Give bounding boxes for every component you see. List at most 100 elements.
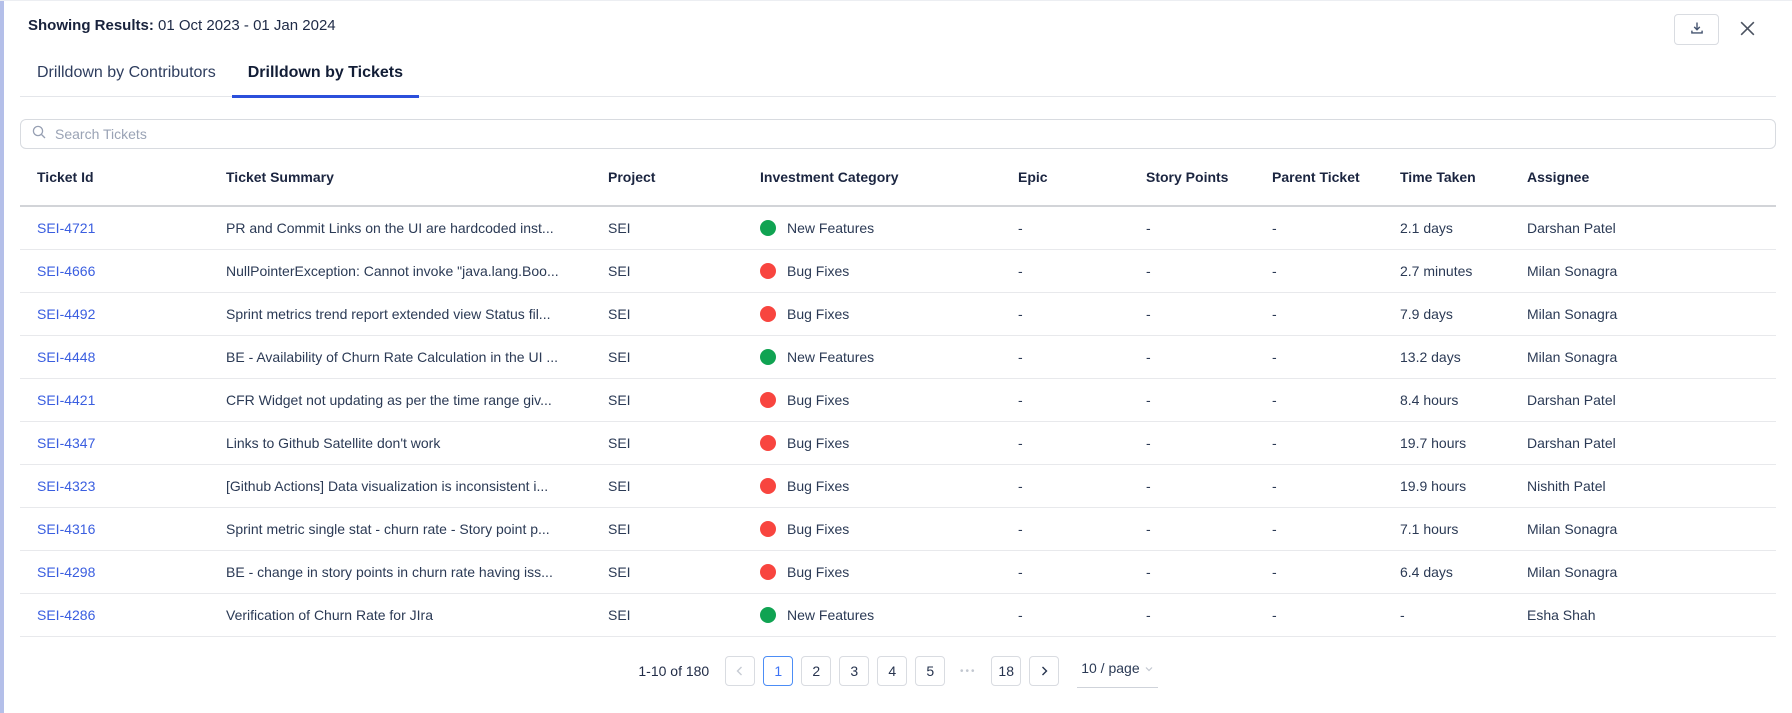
investment-category-cell: New Features — [760, 349, 1018, 365]
page-size-select[interactable]: 10 / page — [1077, 654, 1158, 688]
ticket-id-link[interactable]: SEI-4721 — [37, 220, 96, 236]
time-taken-cell: 2.7 minutes — [1400, 263, 1473, 279]
ticket-summary-cell: CFR Widget not updating as per the time … — [226, 392, 552, 408]
epic-cell: - — [1018, 435, 1023, 451]
assignee-cell: Darshan Patel — [1527, 220, 1616, 236]
header-actions — [1674, 14, 1760, 45]
project-cell: SEI — [608, 521, 631, 537]
category-dot-icon — [760, 349, 776, 365]
project-cell: SEI — [608, 478, 631, 494]
tab-drilldown-by-contributors[interactable]: Drilldown by Contributors — [37, 64, 216, 81]
next-page-button[interactable] — [1029, 656, 1060, 686]
tab-drilldown-by-tickets[interactable]: Drilldown by Tickets — [231, 64, 420, 98]
project-cell: SEI — [608, 607, 631, 623]
drawer-edge-strip — [0, 1, 4, 713]
category-label: Bug Fixes — [787, 521, 850, 537]
ticket-id-link[interactable]: SEI-4298 — [37, 564, 96, 580]
story-points-cell: - — [1146, 220, 1151, 236]
parent-ticket-cell: - — [1272, 220, 1277, 236]
column-header-story-points: Story Points — [1146, 169, 1229, 185]
category-label: Bug Fixes — [787, 263, 850, 279]
chevron-left-icon — [734, 665, 746, 677]
investment-category-cell: New Features — [760, 607, 1018, 623]
time-taken-cell: - — [1400, 607, 1405, 623]
ticket-id-link[interactable]: SEI-4666 — [37, 263, 96, 279]
story-points-cell: - — [1146, 306, 1151, 322]
time-taken-cell: 7.1 hours — [1400, 521, 1459, 537]
ticket-summary-cell: BE - change in story points in churn rat… — [226, 564, 553, 580]
category-dot-icon — [760, 521, 776, 537]
time-taken-cell: 8.4 hours — [1400, 392, 1459, 408]
project-cell: SEI — [608, 349, 631, 365]
epic-cell: - — [1018, 392, 1023, 408]
previous-page-button[interactable] — [725, 656, 756, 686]
ticket-summary-cell: Sprint metrics trend report extended vie… — [226, 306, 551, 322]
table-row: SEI-4347 Links to Github Satellite don't… — [20, 422, 1776, 465]
search-bar — [20, 119, 1776, 149]
time-taken-cell: 6.4 days — [1400, 564, 1453, 580]
download-icon — [1689, 20, 1705, 39]
page-button-1[interactable]: 1 — [763, 656, 794, 686]
parent-ticket-cell: - — [1272, 478, 1277, 494]
page-button-4[interactable]: 4 — [877, 656, 908, 686]
category-dot-icon — [760, 607, 776, 623]
ticket-summary-cell: PR and Commit Links on the UI are hardco… — [226, 220, 554, 236]
story-points-cell: - — [1146, 564, 1151, 580]
parent-ticket-cell: - — [1272, 435, 1277, 451]
ticket-summary-cell: NullPointerException: Cannot invoke "jav… — [226, 263, 559, 279]
column-header-parent-ticket: Parent Ticket — [1272, 169, 1360, 185]
ticket-id-link[interactable]: SEI-4316 — [37, 521, 96, 537]
assignee-cell: Esha Shah — [1527, 607, 1596, 623]
ticket-summary-cell: Verification of Churn Rate for JIra — [226, 607, 433, 623]
epic-cell: - — [1018, 521, 1023, 537]
parent-ticket-cell: - — [1272, 521, 1277, 537]
category-dot-icon — [760, 306, 776, 322]
chevron-down-icon — [1144, 661, 1154, 677]
close-button[interactable] — [1734, 17, 1760, 43]
epic-cell: - — [1018, 220, 1023, 236]
page-button-2[interactable]: 2 — [801, 656, 832, 686]
assignee-cell: Milan Sonagra — [1527, 306, 1618, 322]
assignee-cell: Milan Sonagra — [1527, 349, 1618, 365]
project-cell: SEI — [608, 220, 631, 236]
ticket-id-link[interactable]: SEI-4421 — [37, 392, 96, 408]
assignee-cell: Darshan Patel — [1527, 435, 1616, 451]
ticket-id-link[interactable]: SEI-4448 — [37, 349, 96, 365]
column-header-ticket-id: Ticket Id — [37, 169, 94, 185]
page-buttons: 1 2 3 4 5 ••• 18 — [763, 656, 1022, 686]
category-label: Bug Fixes — [787, 435, 850, 451]
table-row: SEI-4666 NullPointerException: Cannot in… — [20, 250, 1776, 293]
page-button-5[interactable]: 5 — [915, 656, 946, 686]
assignee-cell: Milan Sonagra — [1527, 564, 1618, 580]
page-button-3[interactable]: 3 — [839, 656, 870, 686]
page-size-value: 10 / page — [1081, 659, 1140, 676]
parent-ticket-cell: - — [1272, 392, 1277, 408]
time-taken-cell: 7.9 days — [1400, 306, 1453, 322]
page-button-18[interactable]: 18 — [991, 656, 1022, 686]
epic-cell: - — [1018, 306, 1023, 322]
project-cell: SEI — [608, 392, 631, 408]
time-taken-cell: 13.2 days — [1400, 349, 1461, 365]
time-taken-cell: 2.1 days — [1400, 220, 1453, 236]
story-points-cell: - — [1146, 607, 1151, 623]
table-row: SEI-4286 Verification of Churn Rate for … — [20, 594, 1776, 637]
table-row: SEI-4421 CFR Widget not updating as per … — [20, 379, 1776, 422]
category-label: New Features — [787, 349, 875, 365]
story-points-cell: - — [1146, 392, 1151, 408]
ticket-id-link[interactable]: SEI-4323 — [37, 478, 96, 494]
category-dot-icon — [760, 392, 776, 408]
close-icon — [1738, 19, 1757, 41]
epic-cell: - — [1018, 263, 1023, 279]
category-dot-icon — [760, 564, 776, 580]
ticket-id-link[interactable]: SEI-4492 — [37, 306, 96, 322]
download-button[interactable] — [1674, 14, 1719, 45]
tickets-table: Ticket Id Ticket Summary Project Investment… — [20, 149, 1776, 637]
ticket-id-link[interactable]: SEI-4347 — [37, 435, 96, 451]
category-label: New Features — [787, 607, 875, 623]
project-cell: SEI — [608, 435, 631, 451]
ticket-id-link[interactable]: SEI-4286 — [37, 607, 96, 623]
pagination-range: 1-10 of 180 — [638, 663, 710, 679]
column-header-epic: Epic — [1018, 169, 1048, 185]
epic-cell: - — [1018, 478, 1023, 494]
search-input[interactable] — [55, 126, 1765, 142]
